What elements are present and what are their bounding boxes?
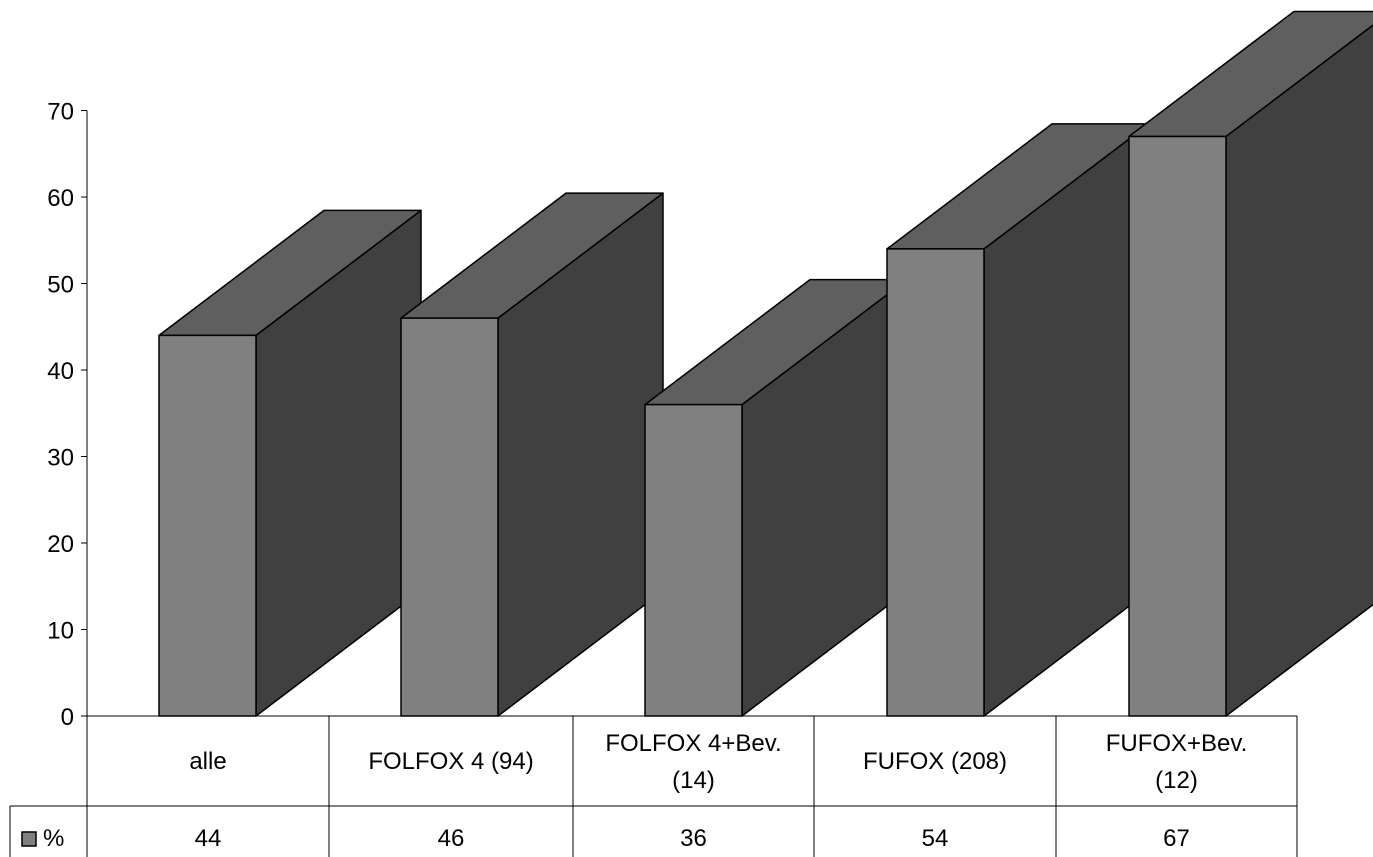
category-label: FOLFOX 4 (94) (368, 748, 533, 775)
table-value: 54 (922, 825, 949, 852)
table-value: 44 (195, 825, 222, 852)
y-tick-label: 20 (47, 531, 74, 558)
y-tick-label: 0 (61, 704, 74, 731)
bar (1128, 135, 1227, 717)
y-tick-label: 50 (47, 272, 74, 299)
bar (400, 317, 499, 717)
table-value: 67 (1163, 825, 1190, 852)
table-value: 36 (680, 825, 707, 852)
bar (886, 248, 985, 717)
legend-key (21, 831, 37, 847)
bar (158, 334, 257, 717)
category-label: FOLFOX 4+Bev. (605, 730, 781, 757)
category-label: alle (189, 748, 226, 775)
category-label: (14) (672, 767, 715, 794)
category-label: FUFOX (208) (863, 748, 1007, 775)
bar (644, 403, 743, 717)
y-tick-label: 60 (47, 185, 74, 212)
table-value: 46 (438, 825, 465, 852)
y-tick-label: 40 (47, 358, 74, 385)
category-label: FUFOX+Bev. (1106, 730, 1248, 757)
y-tick-label: 70 (47, 99, 74, 126)
legend-label: % (43, 825, 64, 852)
category-label: (12) (1155, 767, 1198, 794)
y-tick-label: 30 (47, 445, 74, 472)
y-tick-label: 10 (47, 618, 74, 645)
